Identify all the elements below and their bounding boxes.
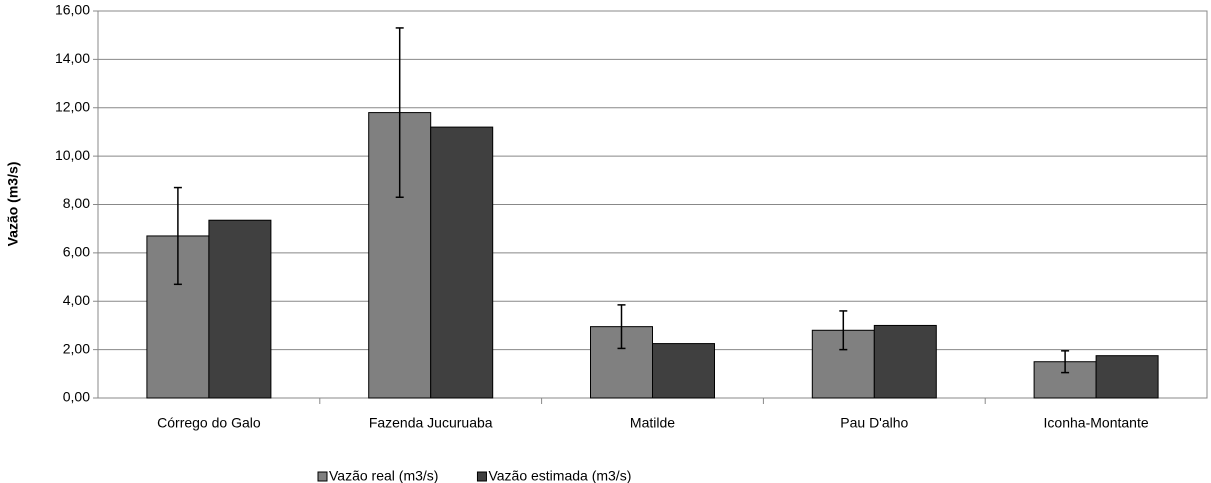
bar	[1095, 355, 1159, 399]
y-tick-label: 0,00	[63, 389, 90, 405]
legend-swatch	[476, 471, 487, 482]
legend-swatch	[317, 471, 328, 482]
x-tick-label: Iconha-Montante	[1044, 415, 1149, 431]
legend-label: Vazão real (m3/s)	[329, 468, 438, 483]
y-tick-label: 4,00	[63, 292, 90, 308]
x-tick-label: Pau D'alho	[840, 415, 908, 431]
bar	[652, 343, 715, 399]
x-tick-label: Fazenda Jucuruaba	[369, 415, 493, 431]
bar	[208, 219, 272, 399]
bar	[430, 126, 494, 399]
y-tick-label: 2,00	[63, 340, 90, 356]
x-tick-label: Matilde	[630, 415, 675, 431]
y-tick-label: 8,00	[63, 195, 90, 211]
bar	[873, 324, 937, 399]
y-axis-label: Vazão (m3/s)	[5, 162, 21, 247]
error-bar	[395, 27, 404, 198]
y-tick-label: 14,00	[55, 50, 90, 66]
error-bar	[617, 304, 626, 350]
y-tick-label: 6,00	[63, 244, 90, 260]
y-tick-label: 10,00	[55, 147, 90, 163]
x-tick-label: Córrego do Galo	[157, 415, 261, 431]
y-tick-label: 16,00	[55, 2, 90, 18]
error-bar	[1061, 350, 1070, 374]
error-bar	[839, 310, 848, 351]
y-tick-label: 12,00	[55, 98, 90, 114]
legend-label: Vazão estimada (m3/s)	[488, 468, 631, 483]
error-bar	[173, 186, 182, 286]
